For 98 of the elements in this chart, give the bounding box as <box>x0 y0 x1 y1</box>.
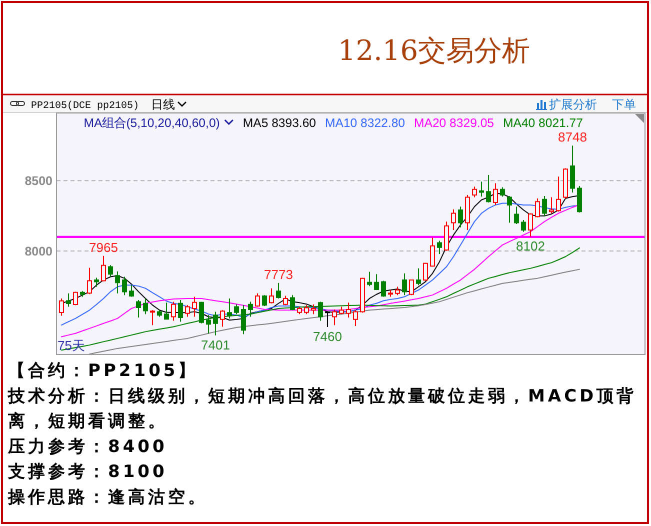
candlestick <box>577 185 582 214</box>
candlestick <box>136 300 141 318</box>
annotation: 7965 <box>89 240 118 255</box>
candlestick <box>318 301 323 322</box>
candlestick <box>129 284 134 298</box>
candlestick <box>199 301 204 324</box>
candlestick <box>388 290 393 298</box>
candlestick <box>185 304 190 318</box>
y-tick-label: 8000 <box>24 244 53 258</box>
text: MA40 8021.77 <box>503 116 584 130</box>
candlestick <box>563 168 568 199</box>
text: 【合约：PP2105】 <box>8 361 198 381</box>
candlestick <box>122 276 127 296</box>
candlestick <box>353 310 358 327</box>
text: 下单 <box>612 98 636 112</box>
candlestick <box>213 311 218 336</box>
text: 日线 <box>151 98 175 112</box>
candlestick <box>339 306 344 315</box>
candlestick <box>101 255 106 282</box>
candlestick <box>570 145 575 194</box>
candlestick <box>395 286 400 296</box>
candlestick <box>206 314 211 334</box>
candlestick <box>458 206 463 228</box>
candlestick <box>234 304 239 315</box>
candlestick <box>367 271 372 287</box>
candlestick <box>276 282 281 299</box>
candlestick <box>549 196 554 214</box>
candlestick <box>66 292 71 308</box>
candlestick <box>248 301 253 318</box>
candlestick <box>451 208 456 231</box>
annotation: 8102 <box>516 238 545 254</box>
y-tick-label: 8500 <box>24 174 53 188</box>
text: 扩展分析 <box>549 98 597 112</box>
candlestick <box>472 186 477 198</box>
candlestick <box>73 291 78 306</box>
candlestick <box>297 306 302 315</box>
candlestick <box>486 174 491 204</box>
chart-title: 12.16交易分析 <box>338 34 530 67</box>
candlestick <box>304 304 309 315</box>
candlestick <box>507 195 512 224</box>
annotation: 7460 <box>313 329 342 344</box>
candlestick <box>269 288 274 304</box>
chart-subtitle: PP2105(DCE pp2105) <box>31 100 140 112</box>
candlestick <box>192 296 197 318</box>
candlestick <box>528 212 533 238</box>
candlestick <box>346 302 351 318</box>
candlestick <box>150 310 155 326</box>
candlestick <box>171 301 176 322</box>
candlestick <box>479 181 484 198</box>
candlestick <box>262 294 267 307</box>
legend-title: MA组合(5,10,20,40,60,0) <box>84 116 220 130</box>
candlestick <box>157 310 162 318</box>
candlestick <box>437 240 442 254</box>
candlestick <box>493 182 498 206</box>
candlestick <box>381 280 386 298</box>
candlestick <box>521 220 526 232</box>
candlestick <box>115 270 120 294</box>
text: 操作思路：逢高沽空。 <box>7 488 208 508</box>
candlestick <box>542 195 547 216</box>
candlestick <box>409 278 414 296</box>
candlestick <box>290 294 295 311</box>
candlestick <box>556 176 561 212</box>
candlestick <box>311 304 316 315</box>
candlestick <box>87 267 92 295</box>
candlestick <box>374 274 379 291</box>
candlestick <box>220 310 225 328</box>
candlestick <box>500 186 505 198</box>
text: MA5 8393.60 <box>242 116 316 130</box>
candlestick <box>332 308 337 326</box>
candlestick <box>59 298 64 316</box>
annotation: 8748 <box>558 130 587 145</box>
candlestick <box>283 295 288 306</box>
line-series <box>89 268 580 355</box>
candlestick <box>423 262 428 282</box>
candlestick <box>360 277 365 314</box>
candlestick <box>80 290 85 298</box>
text: 压力参考：8400 <box>7 436 168 457</box>
candlestick <box>94 277 99 288</box>
text: MA10 8322.80 <box>325 116 406 130</box>
candlestick <box>178 300 183 322</box>
candlestick <box>402 272 407 296</box>
candlestick <box>227 298 232 319</box>
candlestick <box>514 206 519 224</box>
candlestick <box>108 264 113 278</box>
candlestick <box>255 292 260 308</box>
candlestick <box>143 298 148 315</box>
candlestick <box>444 221 449 252</box>
annotation: 7401 <box>201 337 230 352</box>
candlestick <box>241 304 246 335</box>
candlestick <box>164 302 169 320</box>
candlestick <box>465 194 470 231</box>
text: MA20 8329.05 <box>414 116 494 130</box>
candlestick <box>430 237 435 268</box>
text: 技术分析：日线级别，短期冲高回落，高位放量破位走弱，MACD顶背离，短期看调整。 <box>7 386 637 432</box>
candlestick <box>416 268 421 286</box>
annotation: 7773 <box>264 266 293 282</box>
text: 支撑参考：8100 <box>7 462 168 482</box>
candlestick <box>535 198 540 218</box>
